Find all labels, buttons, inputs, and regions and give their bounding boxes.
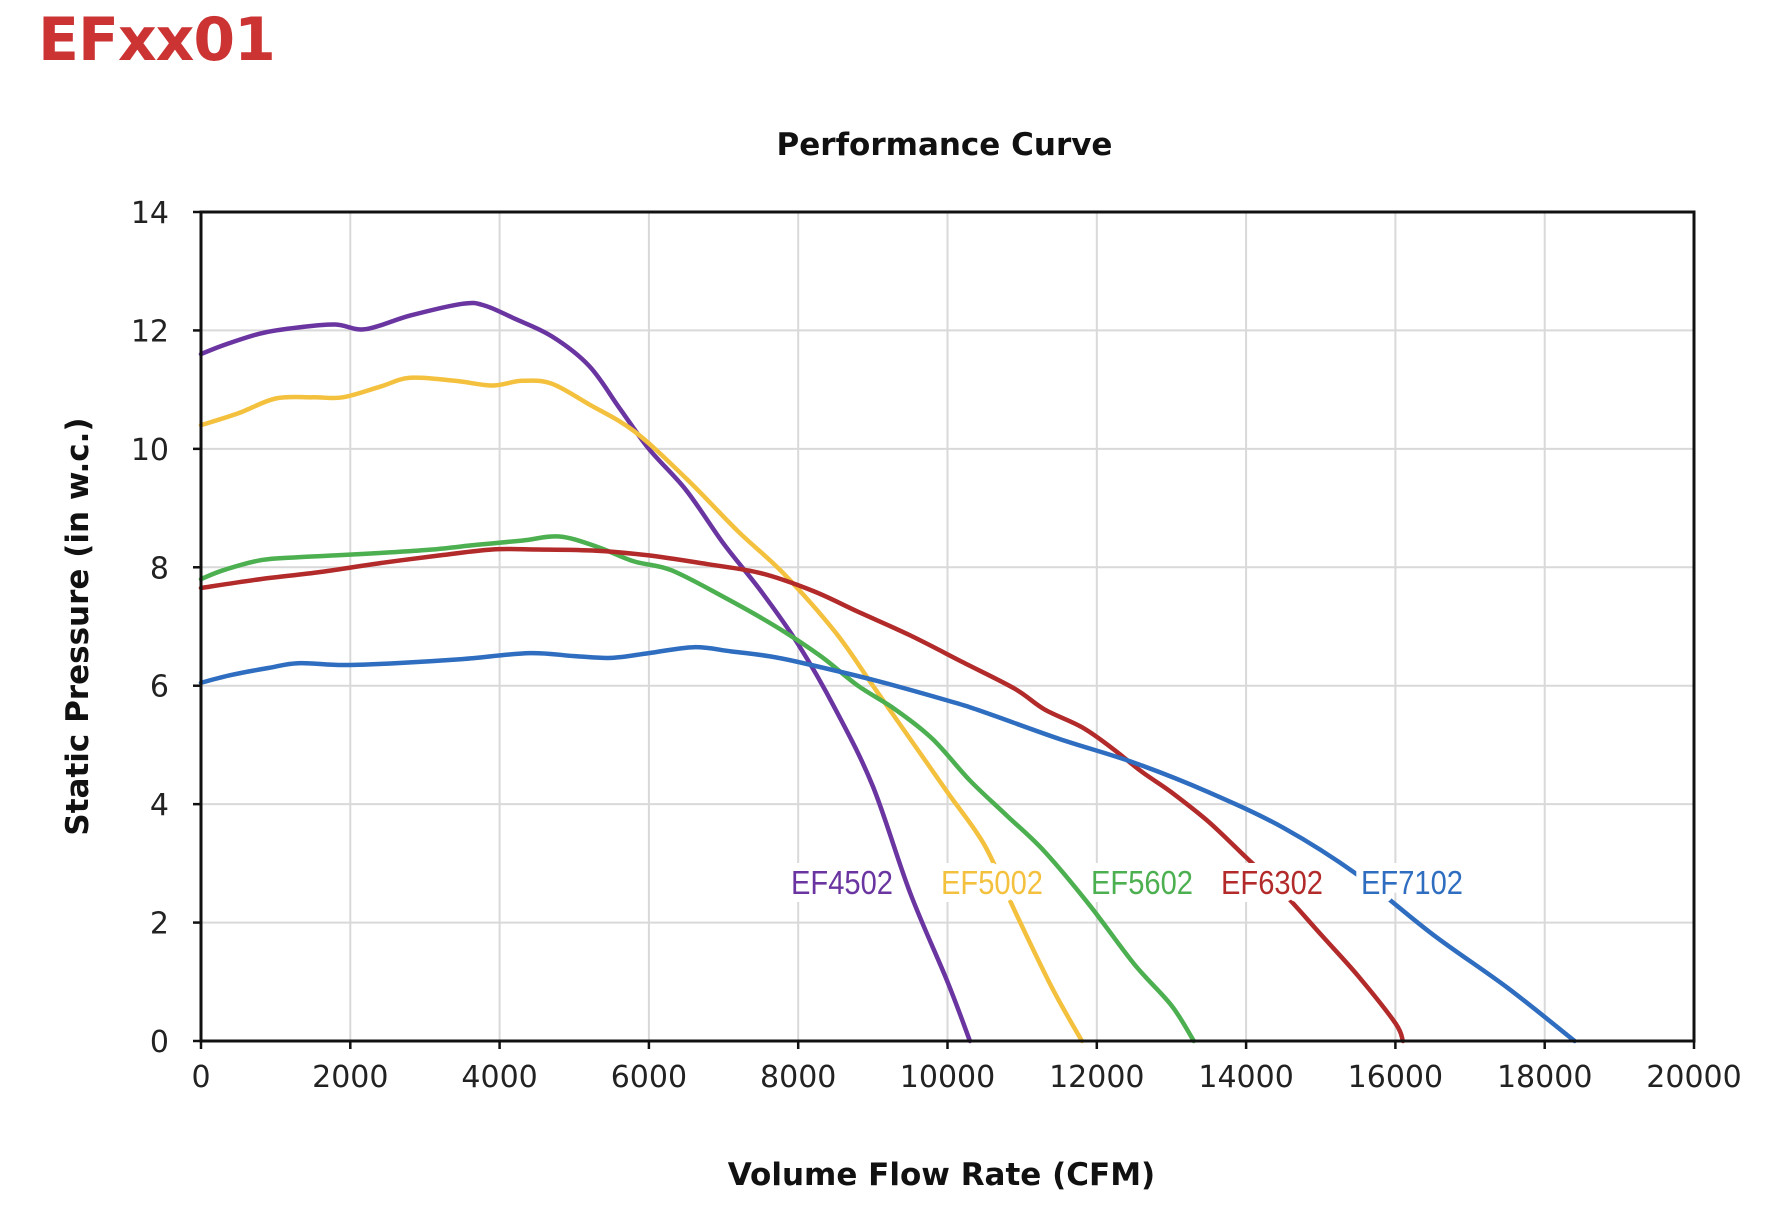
series-label-ef5602: EF5602 [1091,864,1193,901]
x-tick-label: 4000 [461,1060,537,1095]
x-tick-label: 10000 [900,1060,995,1095]
series-label-ef6302: EF6302 [1221,864,1323,901]
y-axis-label: Static Pressure (in w.c.) [60,417,96,835]
series-label-ef4502: EF4502 [791,864,893,901]
x-tick-label: 0 [191,1060,210,1095]
y-tick-label: 12 [131,314,169,349]
page-title: EFxx01 [38,5,276,75]
series-layer [198,300,1577,1044]
tick-layer: 0 2000 4000 6000 8000 10000 12000 14000 16000 180… [131,196,1742,1095]
x-tick-label: 20000 [1646,1060,1741,1095]
x-tick-label: 2000 [312,1060,388,1095]
y-tick-label: 8 [150,551,169,586]
series-label-ef5002: EF5002 [941,864,1043,901]
y-tick-label: 0 [150,1025,169,1060]
series-label-layer: EF4502 EF5002 EF5602 EF6302 EF7102 [783,856,1471,909]
series-line-ef7102 [198,644,1577,1044]
x-tick-label: 6000 [611,1060,687,1095]
x-tick-label: 14000 [1198,1060,1293,1095]
series-label-ef7102: EF7102 [1361,864,1463,901]
x-tick-label: 18000 [1497,1060,1592,1095]
y-tick-label: 2 [150,907,169,942]
y-tick-label: 6 [150,670,169,705]
x-tick-label: 8000 [760,1060,836,1095]
y-tick-label: 10 [131,433,169,468]
series-line-ef4502 [198,300,973,1044]
series-line-ef5602 [198,534,1197,1044]
y-tick-label: 14 [131,196,169,231]
y-tick-label: 4 [150,788,169,823]
x-tick-label: 16000 [1348,1060,1443,1095]
x-tick-label: 12000 [1049,1060,1144,1095]
grid-layer [200,211,1695,1042]
series-line-ef6302 [198,546,1406,1044]
chart-title: Performance Curve [777,127,1113,163]
x-axis-label: Volume Flow Rate (CFM) [728,1157,1155,1193]
series-line-ef5002 [198,375,1085,1044]
